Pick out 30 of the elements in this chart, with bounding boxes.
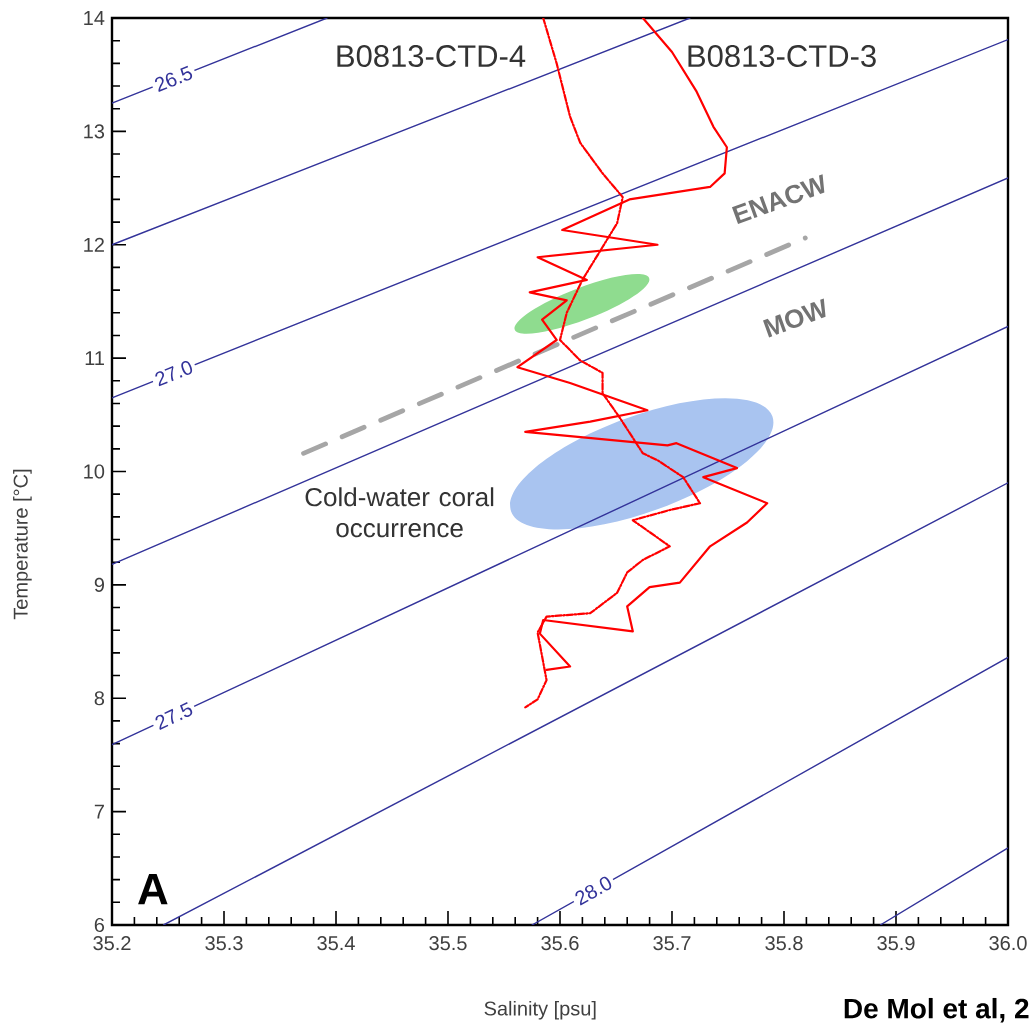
x-tick-label: 35.8 xyxy=(765,936,803,951)
annotation: MOW xyxy=(763,298,826,338)
x-tick-label: 36.0 xyxy=(989,936,1027,951)
y-tick-label: 14 xyxy=(84,11,105,25)
y-tick-label: 10 xyxy=(84,464,105,479)
text: 28.0 xyxy=(575,876,612,906)
y-axis-title: Temperature [°C] xyxy=(13,469,32,620)
x-tick-label: 35.2 xyxy=(93,936,131,951)
text: De Mol et al, 2 xyxy=(844,997,1029,1023)
y-tick-label: 8 xyxy=(94,691,105,706)
y-tick-label: 9 xyxy=(94,577,105,592)
x-tick-label: 35.9 xyxy=(877,936,915,951)
annotation: A xyxy=(138,874,168,905)
text: 26.5 xyxy=(154,65,193,92)
text: 27.5 xyxy=(155,702,193,730)
y-tick-label: 12 xyxy=(84,237,104,252)
x-tick-label: 35.3 xyxy=(205,936,243,951)
y-tick-label: 6 xyxy=(94,917,105,933)
y-tick-label: 13 xyxy=(84,124,105,139)
x-tick-label: 35.4 xyxy=(317,936,355,951)
series-label: B0813-CTD-3 xyxy=(688,45,876,68)
x-tick-label: 35.6 xyxy=(541,936,579,951)
annotation: Cold-water coral occurrence xyxy=(305,487,494,538)
x-tick-label: 35.5 xyxy=(429,936,467,951)
x-tick-label: 35.7 xyxy=(653,936,691,951)
series-label: B0813-CTD-4 xyxy=(337,45,526,68)
y-tick-label: 11 xyxy=(85,351,104,365)
x-axis-title: Salinity [psu] xyxy=(484,1000,596,1020)
text: 27.0 xyxy=(155,360,193,387)
y-tick-label: 7 xyxy=(94,804,104,819)
